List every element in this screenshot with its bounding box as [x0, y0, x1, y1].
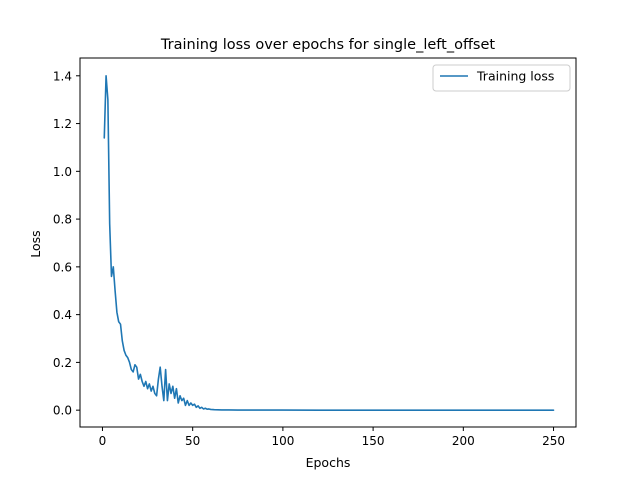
y-tick-label: 1.4 [53, 69, 72, 83]
x-tick-label: 100 [271, 434, 294, 448]
x-tick-label: 200 [452, 434, 475, 448]
x-axis-ticks: 0 50 100 150 200 250 [99, 427, 565, 448]
x-tick-label: 50 [185, 434, 200, 448]
data-layer [103, 74, 555, 411]
y-tick-label: 0.2 [53, 356, 72, 370]
y-axis-ticks: 0.0 0.2 0.4 0.6 0.8 1.0 1.2 1.4 [53, 69, 80, 418]
y-tick-label: 1.2 [53, 117, 72, 131]
series-line-training-loss [103, 74, 555, 411]
y-tick-label: 0.8 [53, 213, 72, 227]
legend-label-training-loss: Training loss [476, 69, 554, 84]
y-tick-label: 0.0 [53, 404, 72, 418]
x-tick-label: 150 [362, 434, 385, 448]
legend-box [432, 64, 571, 92]
x-axis-label: Epochs [306, 455, 351, 470]
y-axis-label: Loss [28, 230, 43, 257]
chart-title: Training loss over epochs for single_lef… [160, 37, 496, 53]
y-tick-label: 1.0 [53, 165, 72, 179]
x-tick-label: 0 [99, 434, 107, 448]
y-tick-label: 0.6 [53, 260, 72, 274]
y-tick-label: 0.4 [53, 308, 72, 322]
plot-area-frame [79, 57, 577, 428]
x-tick-label: 250 [542, 434, 565, 448]
legend: Training loss [432, 64, 571, 92]
